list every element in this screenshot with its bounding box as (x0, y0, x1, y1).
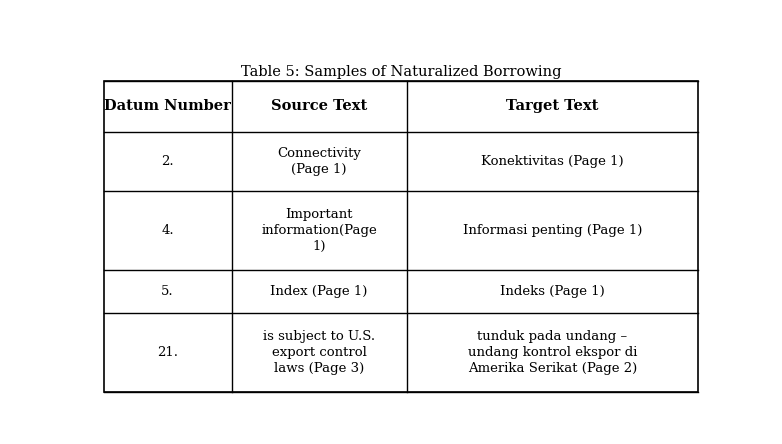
Text: tunduk pada undang –
undang kontrol ekspor di
Amerika Serikat (Page 2): tunduk pada undang – undang kontrol eksp… (468, 330, 637, 375)
Text: Datum Number: Datum Number (104, 99, 231, 113)
Text: 2.: 2. (161, 155, 174, 168)
Text: is subject to U.S.
export control
laws (Page 3): is subject to U.S. export control laws (… (263, 330, 375, 375)
Text: Connectivity
(Page 1): Connectivity (Page 1) (277, 147, 361, 176)
Text: 4.: 4. (161, 224, 174, 237)
Text: Index (Page 1): Index (Page 1) (271, 285, 368, 298)
Text: Important
information(Page
1): Important information(Page 1) (261, 208, 377, 253)
Text: Source Text: Source Text (271, 99, 368, 113)
Text: 21.: 21. (157, 346, 178, 359)
Text: Table 5: Samples of Naturalized Borrowing: Table 5: Samples of Naturalized Borrowin… (241, 65, 561, 79)
Text: Informasi penting (Page 1): Informasi penting (Page 1) (462, 224, 642, 237)
Text: Indeks (Page 1): Indeks (Page 1) (500, 285, 604, 298)
Text: Target Text: Target Text (506, 99, 598, 113)
Text: Konektivitas (Page 1): Konektivitas (Page 1) (481, 155, 623, 168)
Text: 5.: 5. (161, 285, 174, 298)
